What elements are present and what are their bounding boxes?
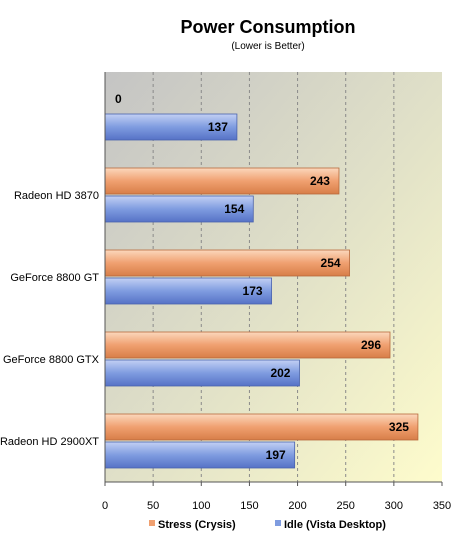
x-tick-label: 200 [288, 500, 306, 512]
data-label-stress: 243 [310, 174, 330, 188]
category-label: GeForce 8800 GT [10, 272, 99, 284]
data-label-stress: 254 [321, 256, 341, 270]
data-label-idle: 137 [208, 120, 228, 134]
data-label-stress: 296 [361, 338, 381, 352]
category-label: GeForce 8800 GTX [3, 354, 100, 366]
bar-idle [104, 195, 254, 223]
chart-title: Power Consumption [181, 17, 356, 37]
bar-idle [104, 359, 300, 387]
bar-idle [104, 277, 272, 305]
legend: Stress (Crysis) Idle (Vista Desktop) [149, 519, 386, 531]
x-tick-label: 100 [192, 500, 210, 512]
legend-swatch-stress [149, 520, 155, 526]
bar-idle [104, 113, 238, 141]
bar-stress [104, 249, 350, 277]
legend-label-idle: Idle (Vista Desktop) [284, 519, 386, 531]
category-label: Radeon HD 2900XT [0, 436, 99, 448]
legend-label-stress: Stress (Crysis) [158, 519, 236, 531]
data-label-stress: 325 [389, 420, 409, 434]
bar-stress [104, 331, 391, 359]
x-tick-label: 250 [337, 500, 355, 512]
legend-swatch-idle [275, 520, 281, 526]
data-label-idle: 173 [243, 284, 263, 298]
bar-idle [104, 441, 296, 469]
bar-stress [104, 413, 419, 441]
x-tick-label: 150 [240, 500, 258, 512]
data-label-idle: 197 [266, 448, 286, 462]
x-tick-label: 300 [385, 500, 403, 512]
x-tick-label: 0 [102, 500, 108, 512]
category-label: Radeon HD 3870 [14, 190, 99, 202]
data-label-idle: 154 [224, 202, 244, 216]
x-tick-label: 50 [147, 500, 159, 512]
data-label-idle: 202 [270, 366, 290, 380]
bar-stress [104, 167, 340, 195]
chart-subtitle: (Lower is Better) [231, 41, 304, 52]
data-label-stress: 0 [115, 92, 122, 106]
category-labels: Radeon HD 3870 GeForce 8800 GT GeForce 880… [0, 190, 100, 448]
x-axis: 0 50 100 150 200 250 300 350 [102, 72, 451, 512]
bars: 0 137 243 154 254 173 296 202 325 197 [104, 92, 419, 469]
x-tick-label: 350 [433, 500, 451, 512]
